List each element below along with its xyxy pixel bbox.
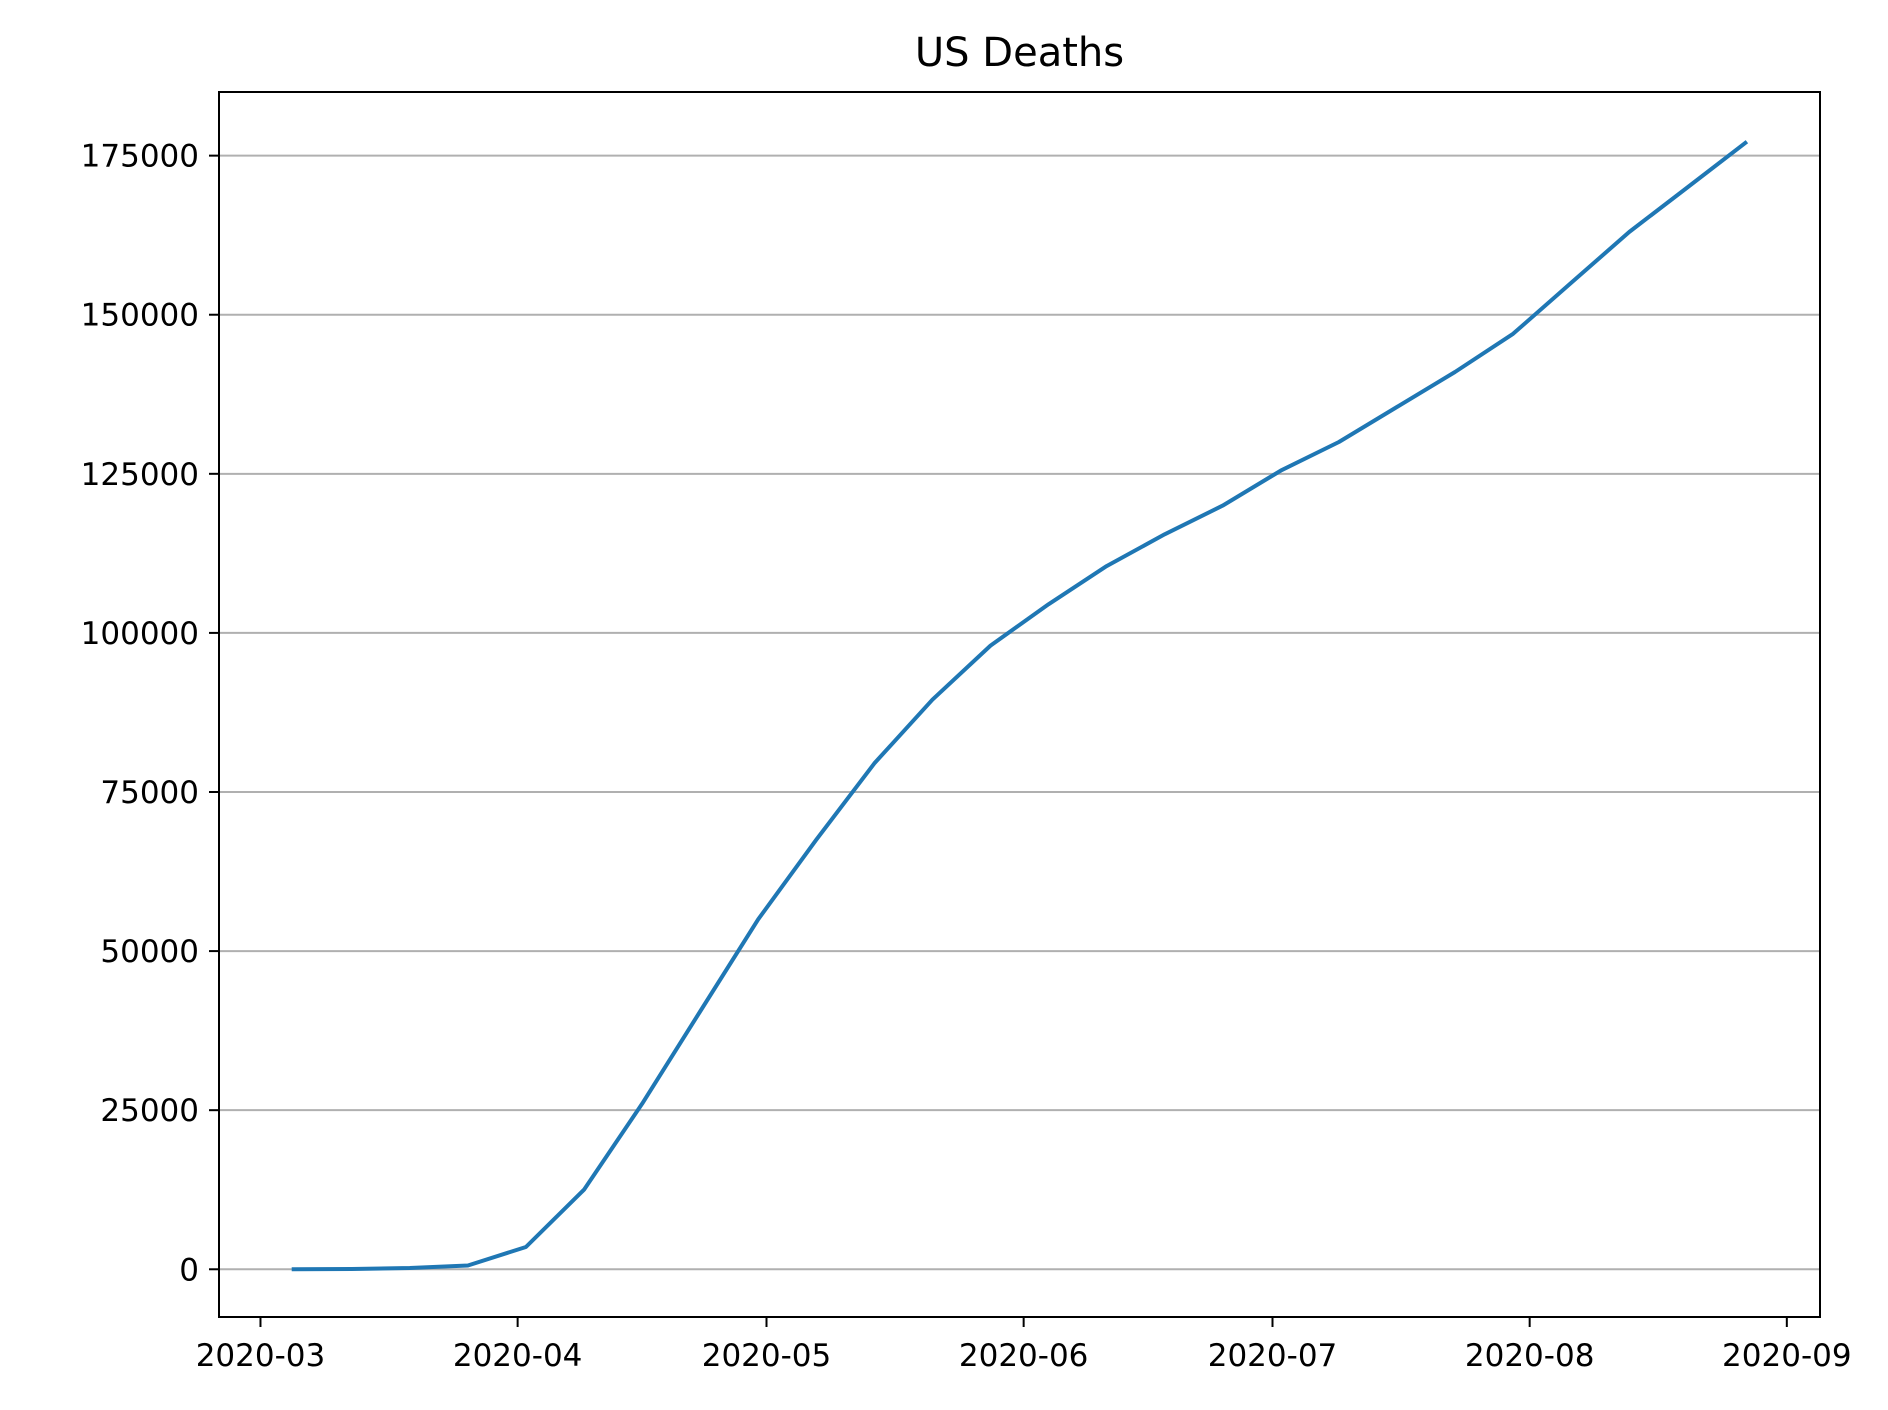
- x-tick-label: 2020-07: [1208, 1338, 1338, 1374]
- y-tick-label: 25000: [100, 1093, 199, 1129]
- y-axis: 0 25000 50000 75000 100000 125000 150000 175000: [81, 139, 219, 1288]
- y-tick-label: 175000: [81, 139, 199, 175]
- chart-title: US Deaths: [915, 30, 1124, 76]
- y-tick-label: 150000: [81, 298, 199, 334]
- x-tick-label: 2020-06: [959, 1338, 1089, 1374]
- x-axis: 2020-03 2020-04 2020-05 2020-06 2020-07 2020-…: [196, 1317, 1852, 1374]
- x-tick-label: 2020-04: [453, 1338, 583, 1374]
- axes-frame: [218, 91, 1821, 1318]
- y-tick-label: 0: [179, 1252, 199, 1288]
- x-tick-label: 2020-08: [1465, 1338, 1595, 1374]
- x-tick-label: 2020-03: [196, 1338, 326, 1374]
- y-tick-label: 125000: [81, 457, 199, 493]
- series-layer: [291, 140, 1749, 1272]
- y-tick-label: 100000: [81, 616, 199, 652]
- y-tick-label: 50000: [100, 934, 199, 970]
- gridlines: [219, 154, 1820, 1271]
- x-tick-label: 2020-05: [702, 1338, 832, 1374]
- y-tick-label: 75000: [100, 775, 199, 811]
- series-line: [291, 140, 1749, 1272]
- x-tick-label: 2020-09: [1722, 1338, 1852, 1374]
